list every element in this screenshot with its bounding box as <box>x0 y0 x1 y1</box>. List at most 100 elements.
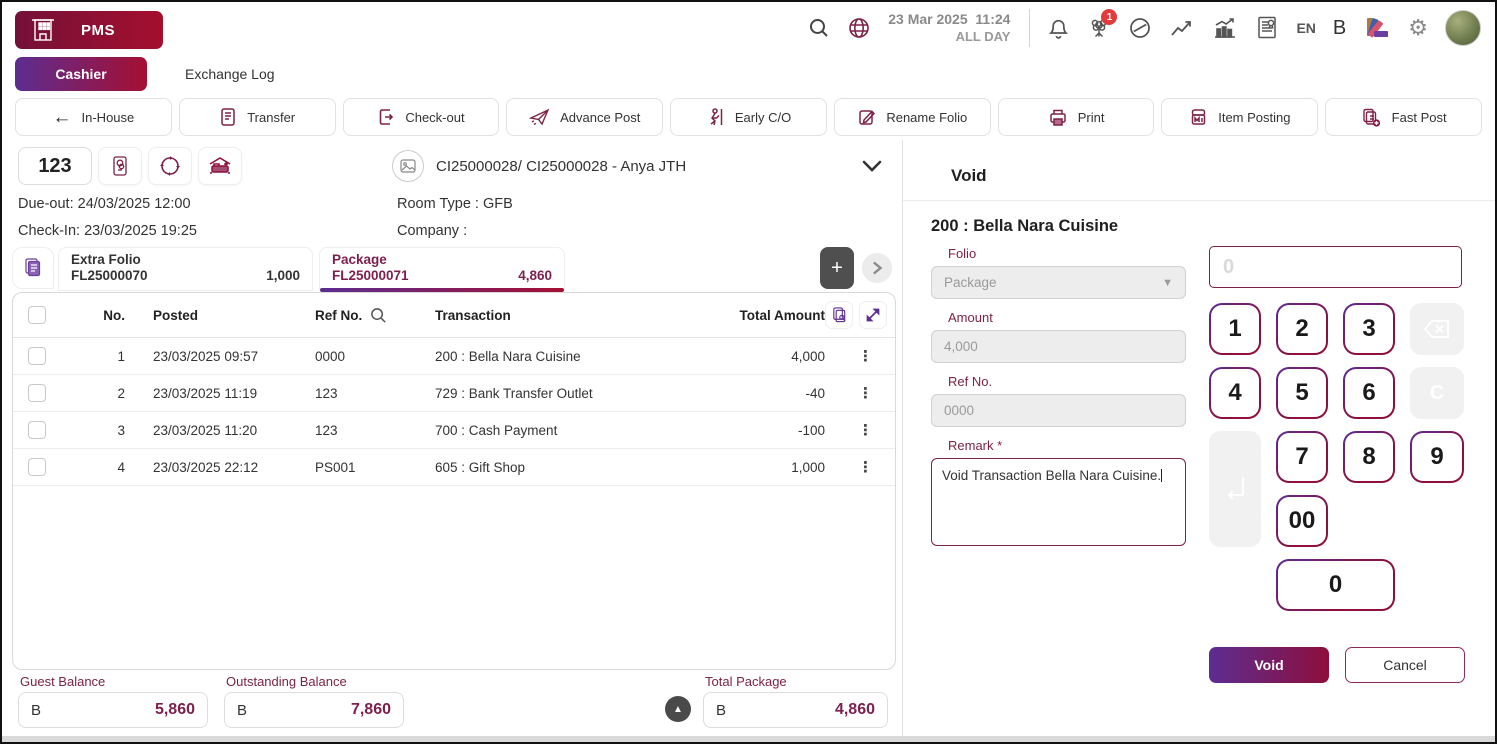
row-checkbox[interactable] <box>28 458 46 476</box>
line-chart-icon <box>1171 21 1192 36</box>
remark-text: Void Transaction Bella Nara Cuisine. <box>942 468 1162 483</box>
transaction-row[interactable]: 3 23/03/2025 11:20 123 700 : Cash Paymen… <box>13 412 895 449</box>
transaction-row[interactable]: 1 23/03/2025 09:57 0000 200 : Bella Nara… <box>13 338 895 375</box>
collapse-balances-button[interactable]: ▲ <box>665 696 691 722</box>
row-menu-button[interactable]: ⋮ <box>858 422 873 439</box>
txn-no: 2 <box>117 385 125 401</box>
numpad-key-00[interactable]: 00 <box>1276 495 1328 547</box>
date-text: 23 Mar 2025 <box>888 11 968 27</box>
outstanding-balance-label: Outstanding Balance <box>226 674 347 689</box>
fast-post-button[interactable]: Fast Post <box>1325 98 1483 136</box>
numpad-key-8[interactable]: 8 <box>1343 431 1395 483</box>
txn-no: 4 <box>117 459 125 475</box>
numpad-key-3[interactable]: 3 <box>1343 303 1395 355</box>
ref-search-icon[interactable] <box>370 307 387 324</box>
key-card-button[interactable] <box>98 147 142 185</box>
row-menu-button[interactable]: ⋮ <box>858 348 873 365</box>
row-checkbox[interactable] <box>28 421 46 439</box>
early-checkout-icon <box>710 108 723 126</box>
guest-balance-label: Guest Balance <box>20 674 106 689</box>
numpad-backspace-button[interactable] <box>1410 303 1464 355</box>
early-co-button[interactable]: Early C/O <box>670 98 827 136</box>
numpad-key-0[interactable]: 0 <box>1276 559 1395 611</box>
search-button[interactable] <box>808 17 830 39</box>
item-posting-button[interactable]: Item Posting <box>1161 98 1319 136</box>
numpad-clear-button[interactable]: C <box>1410 367 1464 419</box>
language-selector[interactable]: EN <box>1296 20 1316 36</box>
amount-field: 4,000 <box>931 330 1186 363</box>
transaction-row[interactable]: 2 23/03/2025 11:19 123 729 : Bank Transf… <box>13 375 895 412</box>
events-button[interactable]: 1 <box>1087 9 1118 40</box>
copy-search-button[interactable] <box>825 301 853 329</box>
numpad-display-input[interactable] <box>1209 246 1462 288</box>
folio-amount: 1,000 <box>266 268 300 283</box>
main-content: 123 CI25000028/ CI25000028 - Anya JTH <box>2 140 1495 736</box>
print-button[interactable]: Print <box>997 98 1155 136</box>
key-card-icon <box>113 156 127 176</box>
block-button[interactable] <box>1128 16 1152 40</box>
txn-no: 1 <box>117 348 125 364</box>
rename-folio-button[interactable]: Rename Folio <box>833 98 991 136</box>
numpad-enter-button[interactable] <box>1209 431 1261 547</box>
folio-tab-extra-folio[interactable]: Extra Folio FL25000070 1,000 <box>58 247 313 291</box>
select-all-checkbox[interactable] <box>28 306 46 324</box>
numpad-key-6[interactable]: 6 <box>1343 367 1395 419</box>
pms-logo[interactable]: PMS <box>15 11 163 49</box>
void-panel: Void 200 : Bella Nara Cuisine Folio Pack… <box>903 140 1495 736</box>
room-info-button[interactable] <box>198 147 242 185</box>
numpad-key-4[interactable]: 4 <box>1209 367 1261 419</box>
table-header-row: No. Posted Ref No. Transaction Total Amo… <box>13 293 895 338</box>
statistics-button[interactable] <box>1212 16 1238 40</box>
user-avatar[interactable] <box>1445 10 1481 46</box>
report-button[interactable] <box>1255 15 1279 41</box>
row-checkbox[interactable] <box>28 384 46 402</box>
folio-tab-package[interactable]: Package FL25000071 4,860 <box>319 247 565 292</box>
tab-cashier[interactable]: Cashier <box>15 57 147 91</box>
collapse-guest-details-button[interactable] <box>862 160 882 172</box>
tab-exchange-log[interactable]: Exchange Log <box>185 66 275 82</box>
row-checkbox[interactable] <box>28 347 46 365</box>
text-caret <box>1161 469 1163 482</box>
time-text: 11:24 <box>975 11 1011 27</box>
expand-table-button[interactable] <box>859 301 887 329</box>
globe-button[interactable] <box>847 16 871 40</box>
numpad-key-7[interactable]: 7 <box>1276 431 1328 483</box>
room-status-button[interactable] <box>148 147 192 185</box>
check-out-button[interactable]: Check-out <box>342 98 500 136</box>
add-folio-button[interactable]: + <box>820 247 854 289</box>
row-menu-button[interactable]: ⋮ <box>858 385 873 402</box>
next-folio-button[interactable] <box>862 253 892 283</box>
remark-textarea[interactable]: Void Transaction Bella Nara Cuisine. <box>931 458 1186 546</box>
numpad-key-5[interactable]: 5 <box>1276 367 1328 419</box>
in-house-button[interactable]: ← In-House <box>15 98 172 136</box>
txn-posted: 23/03/2025 22:12 <box>153 459 259 475</box>
chevron-down-icon: ▼ <box>1162 276 1173 289</box>
period-text: ALL DAY <box>955 29 1011 44</box>
txn-name: 200 : Bella Nara Cuisine <box>435 348 581 364</box>
txn-ref: 0000 <box>315 348 346 364</box>
report-document-icon <box>1258 16 1277 39</box>
settings-button[interactable]: ⚙ <box>1408 17 1428 39</box>
paper-plane-icon <box>529 108 550 126</box>
transaction-row[interactable]: 4 23/03/2025 22:12 PS001 605 : Gift Shop… <box>13 449 895 486</box>
guest-photo-icon <box>392 150 424 182</box>
numpad-key-2[interactable]: 2 <box>1276 303 1328 355</box>
trend-chart-button[interactable] <box>1169 16 1195 40</box>
cancel-button[interactable]: Cancel <box>1345 647 1465 683</box>
void-confirm-button[interactable]: Void <box>1209 647 1329 683</box>
theme-button[interactable] <box>1363 14 1391 42</box>
numpad-key-9[interactable]: 9 <box>1410 431 1464 483</box>
fast-post-icon <box>1362 108 1380 127</box>
folio-list-button[interactable] <box>12 247 54 289</box>
notifications-button[interactable] <box>1047 16 1070 40</box>
transfer-button[interactable]: Transfer <box>178 98 336 136</box>
early-co-label: Early C/O <box>734 109 792 125</box>
txn-amount: -100 <box>797 422 825 438</box>
advance-post-button[interactable]: Advance Post <box>506 98 664 136</box>
folio-select[interactable]: Package ▼ <box>931 266 1186 299</box>
row-menu-button[interactable]: ⋮ <box>858 459 873 476</box>
numpad-key-1[interactable]: 1 <box>1209 303 1261 355</box>
currency-selector[interactable]: B <box>1332 16 1347 39</box>
horizontal-scrollbar[interactable] <box>2 736 1495 742</box>
building-icon <box>32 19 54 41</box>
